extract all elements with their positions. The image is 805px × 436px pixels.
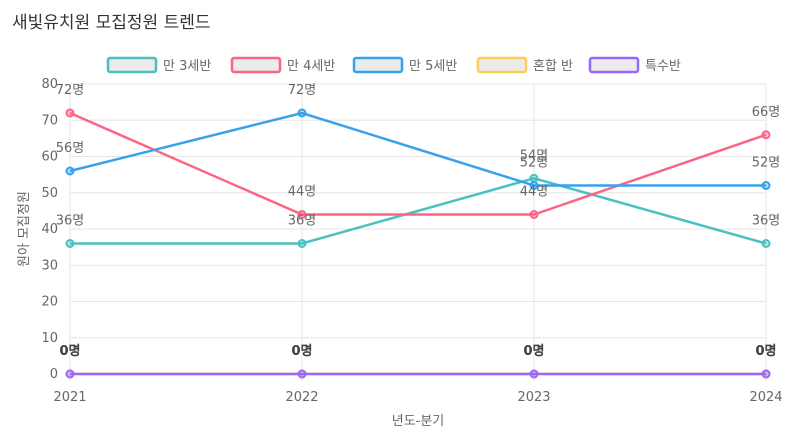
legend-swatch bbox=[588, 56, 640, 74]
data-label: 0명 bbox=[755, 343, 776, 359]
data-point bbox=[529, 210, 539, 219]
data-point bbox=[297, 108, 307, 118]
data-label: 0명 bbox=[523, 343, 544, 359]
data-point bbox=[529, 181, 539, 190]
legend-swatch bbox=[476, 56, 528, 74]
data-label: 54명 bbox=[520, 148, 549, 163]
data-point bbox=[297, 369, 307, 379]
data-label: 72명 bbox=[56, 83, 85, 98]
y-tick-label: 40 bbox=[41, 222, 58, 237]
data-label: 36명 bbox=[752, 214, 781, 229]
data-point bbox=[761, 130, 771, 140]
data-point bbox=[297, 210, 307, 219]
x-tick-label: 2021 bbox=[53, 390, 86, 405]
series-line bbox=[70, 176, 767, 245]
series-line bbox=[69, 111, 766, 187]
x-tick-label: 2024 bbox=[749, 390, 782, 405]
data-label: 0명 bbox=[755, 343, 776, 359]
data-point bbox=[761, 239, 771, 248]
legend-label: 특수반 bbox=[645, 59, 681, 74]
y-tick-label: 10 bbox=[41, 331, 58, 346]
data-label: 0명 bbox=[291, 343, 312, 359]
data-label: 52명 bbox=[752, 156, 781, 171]
data-label: 72명 bbox=[288, 83, 317, 98]
data-label: 36명 bbox=[288, 214, 317, 229]
data-point bbox=[529, 369, 539, 379]
y-tick-label: 70 bbox=[41, 113, 58, 128]
data-label: 0명 bbox=[59, 343, 80, 359]
chart-title: 새빛유치원 모집정원 트렌드 bbox=[12, 13, 211, 33]
legend-swatch bbox=[352, 56, 404, 74]
data-label: 52명 bbox=[520, 156, 549, 171]
data-point bbox=[65, 239, 75, 248]
legend-label: 만 5세반 bbox=[409, 59, 457, 74]
y-tick-label: 30 bbox=[41, 258, 58, 273]
data-label: 44명 bbox=[520, 185, 549, 200]
data-label: 0명 bbox=[59, 343, 80, 359]
y-tick-label: 20 bbox=[41, 295, 58, 310]
data-label: 44명 bbox=[288, 185, 317, 200]
x-tick-label: 2022 bbox=[285, 390, 318, 405]
data-point bbox=[761, 369, 771, 379]
x-axis-title: 년도-분기 bbox=[392, 414, 445, 429]
data-point bbox=[65, 166, 75, 176]
data-point bbox=[529, 173, 539, 183]
data-point bbox=[297, 239, 307, 248]
y-tick-label: 0 bbox=[50, 367, 58, 382]
y-axis-title: 원아 모집정원 bbox=[17, 191, 32, 267]
data-label: 0명 bbox=[291, 343, 312, 359]
data-point bbox=[65, 108, 75, 118]
legend-swatch bbox=[230, 56, 282, 74]
series-line bbox=[69, 111, 767, 216]
legend-swatch bbox=[106, 56, 158, 74]
data-point bbox=[65, 369, 75, 379]
y-tick-label: 80 bbox=[41, 77, 58, 92]
legend-label: 만 4세반 bbox=[287, 59, 335, 74]
legend-label: 만 3세반 bbox=[163, 59, 211, 74]
data-label: 0명 bbox=[523, 343, 544, 359]
legend-label: 혼합 반 bbox=[533, 59, 573, 74]
data-label: 66명 bbox=[752, 105, 781, 120]
x-tick-label: 2023 bbox=[517, 390, 550, 405]
y-tick-label: 60 bbox=[41, 150, 58, 165]
data-label: 56명 bbox=[56, 141, 85, 156]
data-point bbox=[761, 181, 771, 190]
data-label: 36명 bbox=[56, 214, 85, 229]
y-tick-label: 50 bbox=[41, 186, 58, 201]
